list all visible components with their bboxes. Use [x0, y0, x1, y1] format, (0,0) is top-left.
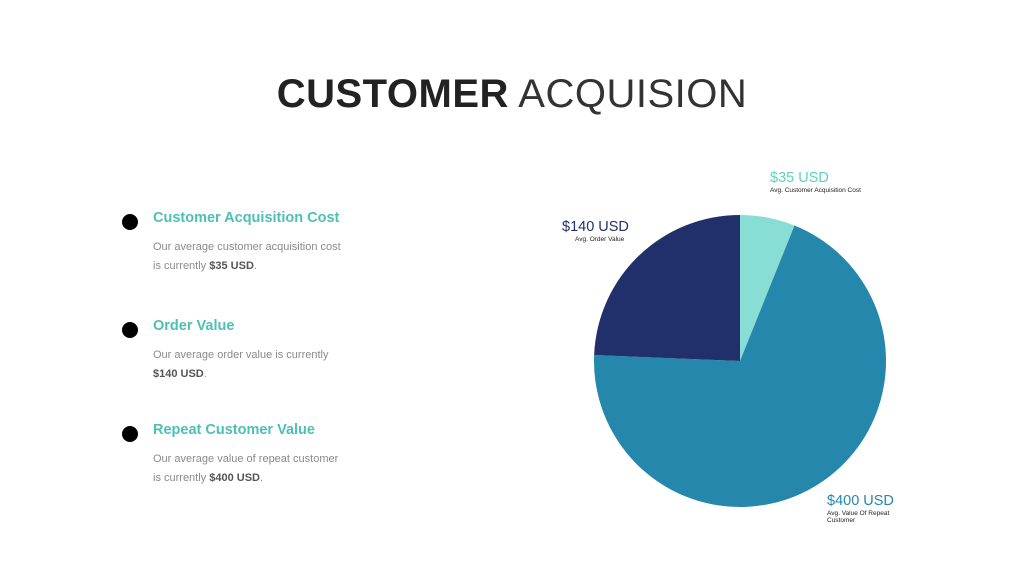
description-line2-post: . [253, 260, 257, 272]
metric-description: Our average customer acquisition cost is… [153, 238, 363, 276]
title-light: ACQUISION [518, 72, 748, 116]
slice-category-label: Avg. Value Of Repeat Customer [827, 510, 890, 524]
bullet-dot [122, 322, 138, 338]
label-repeat-customer-value: $400 USD Avg. Value Of Repeat Customer [827, 493, 903, 524]
metric-description: Our average order value is currently $14… [153, 346, 363, 384]
description-line1: Our average order value is currently [153, 349, 329, 361]
metric-heading: Repeat Customer Value [153, 422, 315, 438]
description-line1: Our average customer acquisition cost [153, 241, 341, 253]
pie-slice-1 [594, 225, 886, 507]
description-line2-post: . [203, 368, 207, 380]
metric-value: $140 USD [153, 368, 204, 380]
description-line2-pre: is currently [153, 260, 210, 272]
description-line2-pre: is currently [153, 472, 210, 484]
metric-heading: Customer Acquisition Cost [153, 210, 340, 226]
metric-value: $400 USD [209, 472, 261, 484]
slice-category-label: Avg. Customer Acquisition Cost [770, 187, 861, 194]
slice-value-label: $35 USD [770, 170, 829, 186]
bullet-dot [122, 426, 138, 442]
slice-value-label: $400 USD [827, 493, 894, 509]
metric-value: $35 USD [209, 260, 254, 272]
page-title: CUSTOMER ACQUISION [0, 72, 1024, 117]
metric-heading: Order Value [153, 318, 235, 334]
slice-value-label: $140 USD [562, 219, 629, 235]
slice-category-label: Avg. Order Value [575, 236, 625, 243]
label-order-value: $140 USD Avg. Order Value [562, 219, 629, 243]
pie-slice-2 [594, 215, 740, 361]
metric-description: Our average value of repeat customer is … [153, 450, 363, 488]
bullet-dot [122, 214, 138, 230]
label-acquisition-cost: $35 USD Avg. Customer Acquisition Cost [770, 170, 866, 194]
pie-slice-0 [740, 215, 795, 361]
description-line1: Our average value of repeat customer [153, 453, 339, 465]
title-bold: CUSTOMER [276, 72, 509, 116]
description-line2-post: . [260, 472, 264, 484]
